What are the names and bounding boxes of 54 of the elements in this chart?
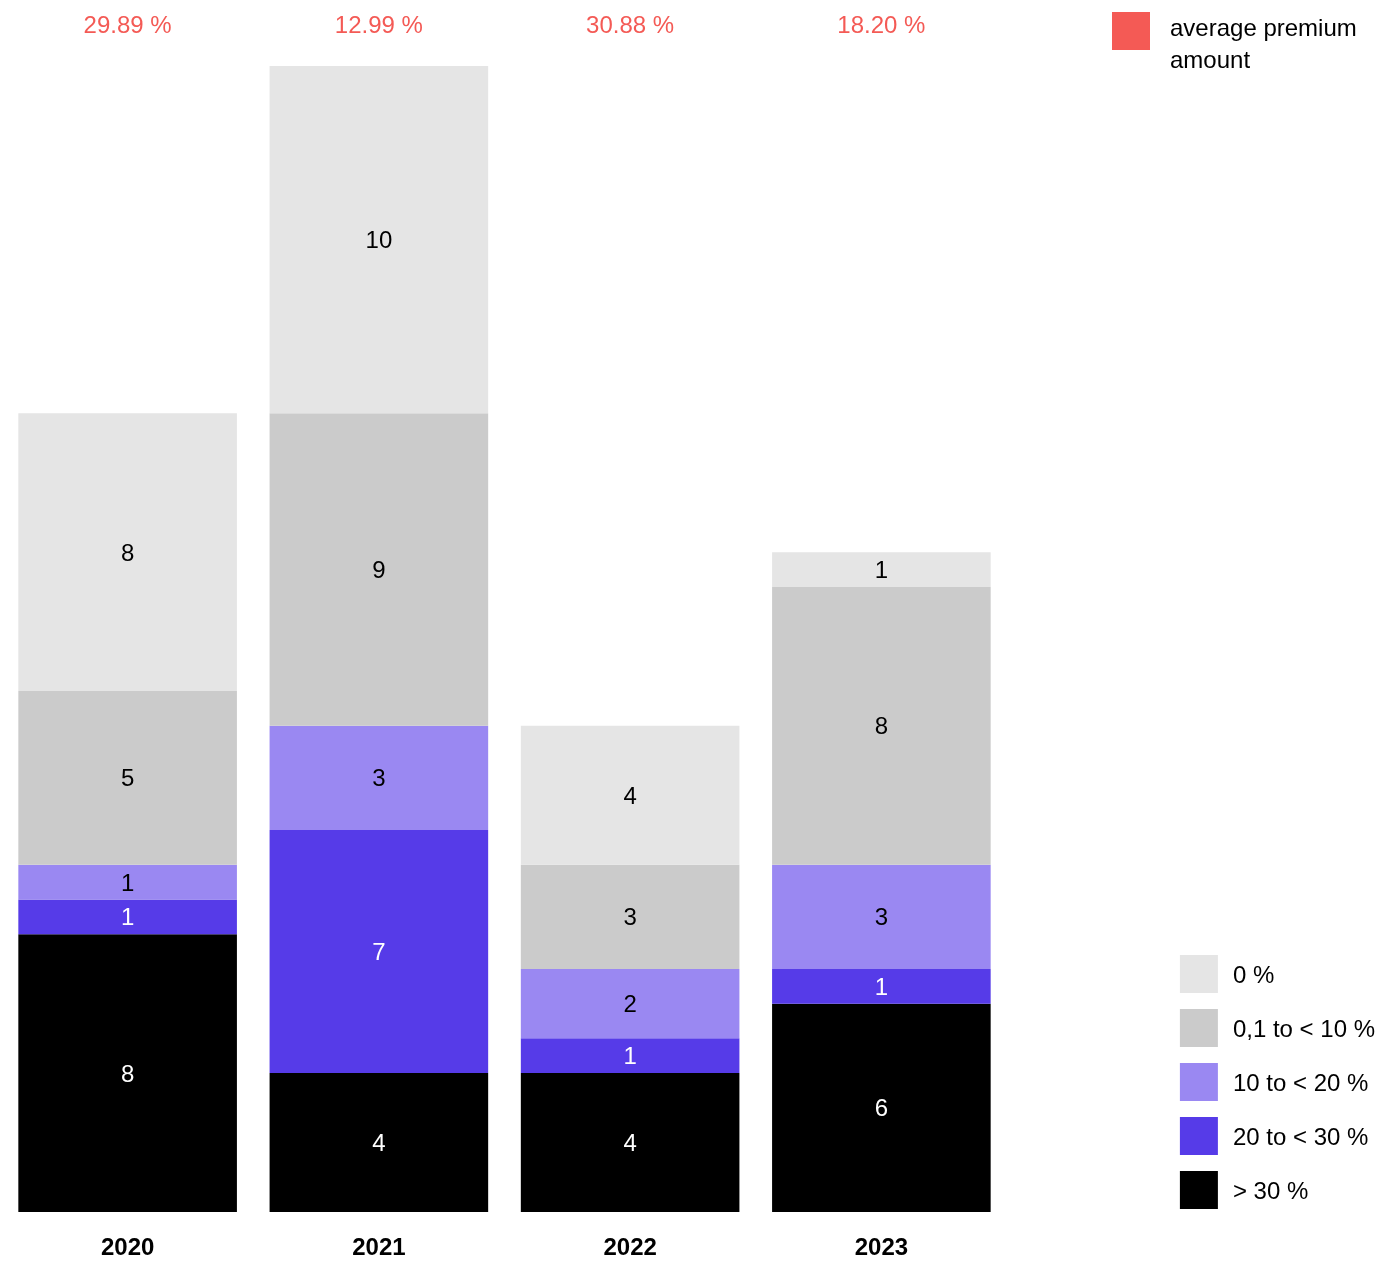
text: 30.88 % <box>586 10 675 38</box>
bar <box>269 413 489 726</box>
x-tick-label: 2021 <box>352 1232 406 1260</box>
bar <box>772 968 991 1004</box>
bar <box>772 1003 991 1212</box>
data-label: 2 <box>623 990 637 1018</box>
data-label: 4 <box>623 781 637 809</box>
bar <box>520 864 740 969</box>
data-label: 3 <box>623 903 637 931</box>
x-tick-label: 2022 <box>603 1232 657 1260</box>
data-label: 3 <box>372 764 386 792</box>
data-label: 3 <box>874 903 889 931</box>
data-label: 6 <box>874 1094 889 1122</box>
bar <box>18 934 237 1212</box>
legend-label: 10 to < 20 % <box>1232 1068 1369 1096</box>
bar <box>520 1038 740 1074</box>
bar <box>269 830 489 1074</box>
bar <box>269 1073 489 1212</box>
bar <box>520 1073 740 1212</box>
bar <box>18 864 237 900</box>
text: 18.20 % <box>837 10 926 38</box>
bar <box>772 552 991 587</box>
bar <box>269 725 489 830</box>
data-label: 1 <box>120 868 135 896</box>
legend-label: 0 % <box>1232 960 1275 988</box>
text: average premium amount <box>1170 13 1358 75</box>
data-label: 5 <box>120 764 135 792</box>
data-label: 4 <box>623 1129 637 1157</box>
bar <box>520 725 740 865</box>
bar <box>18 691 237 865</box>
x-tick-label: 2023 <box>854 1232 909 1260</box>
bar <box>520 968 740 1039</box>
bar <box>772 586 991 865</box>
bar <box>269 66 489 414</box>
data-label: 1 <box>874 972 889 1000</box>
text: 12.99 % <box>334 10 423 38</box>
legend-label: 0,1 to < 10 % <box>1232 1014 1376 1042</box>
bar <box>18 413 237 692</box>
data-label: 8 <box>874 712 889 740</box>
bar <box>772 864 991 969</box>
text: 29.89 % <box>83 10 172 38</box>
bar <box>18 899 237 935</box>
data-label: 7 <box>372 938 386 966</box>
data-label: 1 <box>874 556 889 584</box>
data-label: 1 <box>120 903 135 931</box>
data-label: 10 <box>365 226 393 254</box>
data-label: 4 <box>372 1129 386 1157</box>
data-label: 8 <box>120 538 135 566</box>
legend-label: > 30 % <box>1232 1176 1309 1204</box>
data-label: 8 <box>120 1059 135 1087</box>
data-label: 1 <box>623 1042 637 1070</box>
data-label: 9 <box>372 556 386 584</box>
x-tick-label: 2020 <box>100 1232 155 1260</box>
legend-label: 20 to < 30 % <box>1232 1122 1369 1150</box>
